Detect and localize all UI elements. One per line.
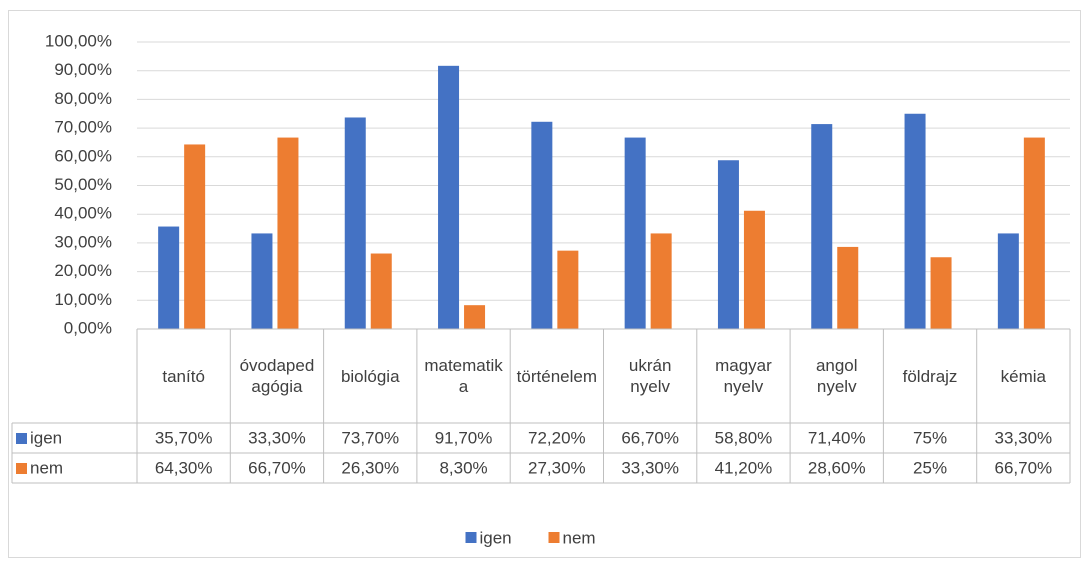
bar bbox=[557, 250, 579, 329]
bar bbox=[997, 233, 1019, 329]
y-tick-label: 80,00% bbox=[54, 89, 112, 108]
x-tick-label: ukrán nyelv bbox=[628, 356, 672, 396]
table-value: 73,70% bbox=[341, 428, 399, 447]
bar bbox=[464, 305, 486, 329]
bar bbox=[438, 65, 460, 330]
x-tick-label: biológia bbox=[340, 366, 400, 386]
x-tick-label: angol nyelv bbox=[815, 356, 858, 396]
x-tick-label: tanító bbox=[162, 366, 205, 386]
category-cell: ukrán nyelv bbox=[628, 356, 672, 396]
bar bbox=[717, 160, 739, 329]
bar bbox=[370, 253, 392, 329]
bar bbox=[531, 121, 553, 329]
x-tick-label: földrajz bbox=[902, 366, 958, 386]
category-cell: matematika bbox=[424, 356, 503, 396]
y-tick-label: 30,00% bbox=[54, 232, 112, 251]
table-value: 28,60% bbox=[808, 458, 866, 477]
y-tick-label: 0,00% bbox=[64, 318, 112, 337]
legend-key bbox=[548, 532, 560, 543]
table-value: 25% bbox=[913, 458, 947, 477]
category-cell: biológia bbox=[340, 366, 400, 386]
category-cell: földrajz bbox=[902, 366, 958, 386]
category-cell: magyar nyelv bbox=[715, 356, 772, 396]
category-cell: tanító bbox=[162, 366, 205, 386]
y-tick-label: 90,00% bbox=[54, 60, 112, 79]
bar bbox=[344, 117, 366, 329]
bar bbox=[158, 226, 180, 329]
legend-key bbox=[16, 433, 27, 444]
x-tick-label: magyar nyelv bbox=[715, 356, 772, 396]
bar bbox=[1023, 137, 1045, 329]
category-cell: óvodapedagógia bbox=[239, 356, 315, 396]
legend-label: igen bbox=[480, 528, 512, 547]
y-tick-label: 40,00% bbox=[54, 204, 112, 223]
y-tick-label: 60,00% bbox=[54, 146, 112, 165]
table-value: 66,70% bbox=[621, 428, 679, 447]
table-value: 66,70% bbox=[248, 458, 306, 477]
legend-label: nem bbox=[563, 528, 596, 547]
x-tick-label: kémia bbox=[1000, 366, 1047, 386]
y-tick-label: 50,00% bbox=[54, 175, 112, 194]
bar bbox=[277, 137, 299, 329]
bar bbox=[184, 144, 206, 329]
table-value: 33,30% bbox=[248, 428, 306, 447]
bar bbox=[650, 233, 672, 329]
x-tick-label: óvodapedagógia bbox=[239, 356, 315, 396]
table-value: 26,30% bbox=[341, 458, 399, 477]
bar bbox=[624, 137, 646, 329]
x-tick-label: matematika bbox=[424, 356, 503, 396]
bar bbox=[251, 233, 273, 329]
y-tick-label: 100,00% bbox=[45, 31, 112, 50]
table-value: 58,80% bbox=[715, 428, 773, 447]
table-value: 71,40% bbox=[808, 428, 866, 447]
y-tick-label: 20,00% bbox=[54, 261, 112, 280]
bar bbox=[811, 124, 833, 329]
bar bbox=[930, 257, 952, 329]
category-cell: történelem bbox=[516, 366, 597, 386]
table-value: 64,30% bbox=[155, 458, 213, 477]
legend-key bbox=[16, 463, 27, 474]
bar bbox=[743, 210, 765, 329]
legend-key bbox=[465, 532, 477, 543]
series-label: nem bbox=[30, 458, 63, 477]
table-value: 66,70% bbox=[995, 458, 1053, 477]
table-value: 72,20% bbox=[528, 428, 586, 447]
table-value: 35,70% bbox=[155, 428, 213, 447]
y-tick-label: 70,00% bbox=[54, 118, 112, 137]
category-cell: angol nyelv bbox=[815, 356, 858, 396]
x-tick-label: történelem bbox=[516, 366, 597, 386]
table-value: 91,70% bbox=[435, 428, 493, 447]
table-value: 8,30% bbox=[439, 458, 487, 477]
table-value: 33,30% bbox=[621, 458, 679, 477]
table-value: 41,20% bbox=[715, 458, 773, 477]
table-value: 33,30% bbox=[995, 428, 1053, 447]
table-value: 27,30% bbox=[528, 458, 586, 477]
bar bbox=[837, 246, 859, 329]
bar bbox=[904, 113, 926, 329]
series-label: igen bbox=[30, 428, 62, 447]
y-tick-label: 10,00% bbox=[54, 290, 112, 309]
table-value: 75% bbox=[913, 428, 947, 447]
category-cell: kémia bbox=[1000, 366, 1047, 386]
